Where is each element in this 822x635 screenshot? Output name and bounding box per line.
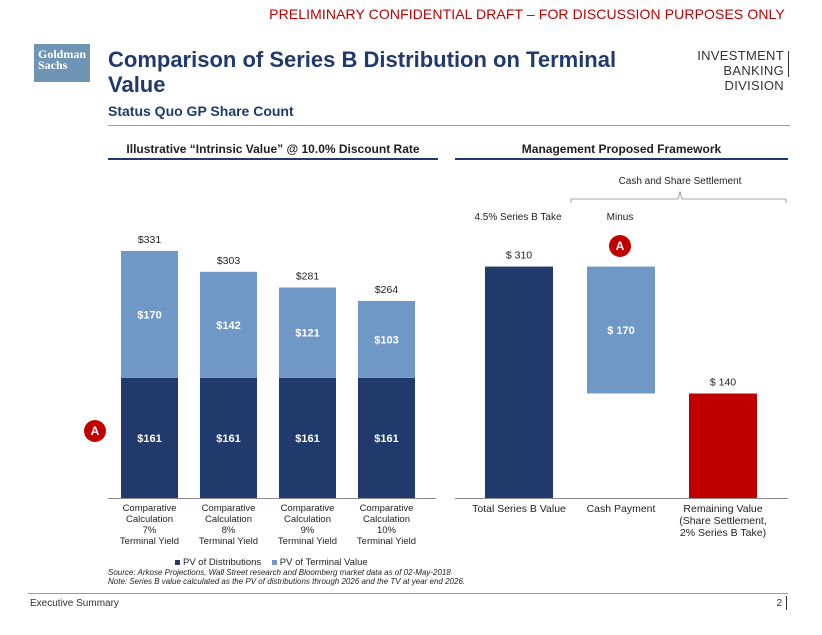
goldman-sachs-logo: Goldman Sachs — [34, 44, 90, 82]
division-label: INVESTMENT BANKING DIVISION — [648, 48, 784, 93]
bar-label-distributions: $161 — [137, 433, 161, 445]
methodology-note: Note: Series B value calculated as the P… — [108, 577, 466, 586]
x-tick-label-line: 9% — [301, 525, 315, 536]
x-tick-label-line: Cash Payment — [587, 503, 656, 515]
x-tick-label: Comparative Calculation 10% Terminal Yield — [357, 503, 416, 547]
title-rule — [108, 125, 790, 126]
source-note: Source: Arkose Projections, Wall Street … — [108, 568, 451, 577]
legend-swatch-dark — [175, 559, 180, 565]
footer-section-name: Executive Summary — [30, 598, 119, 609]
bar-label-terminal-value: $103 — [374, 334, 398, 346]
x-tick-label-line: Terminal Yield — [120, 536, 179, 547]
bar-total-label: $331 — [138, 234, 162, 246]
x-tick-label-line: Comparative — [202, 503, 256, 514]
footer-rule — [28, 593, 788, 594]
bar-label-terminal-value: $142 — [216, 320, 240, 332]
right-section-rule — [455, 158, 788, 160]
bar-segment-terminal-value — [121, 250, 178, 378]
bar-segment-terminal-value — [358, 300, 415, 378]
bar-label-terminal-value: $170 — [137, 309, 161, 321]
bar-total-label: $264 — [375, 284, 399, 296]
confidential-banner: PRELIMINARY CONFIDENTIAL DRAFT – FOR DIS… — [269, 6, 785, 22]
minus-label: Minus — [606, 212, 634, 223]
x-tick-label-line: Calculation — [205, 514, 252, 525]
legend-label-terminal-value: PV of Terminal Value — [279, 557, 368, 568]
callout-badge-left: A — [84, 420, 106, 442]
settlement-bracket — [570, 190, 787, 203]
x-tick-label-line: Terminal Yield — [278, 536, 337, 547]
division-line-1: INVESTMENT BANKING — [697, 48, 784, 78]
bar-total-label: $303 — [217, 255, 241, 267]
bar-label-distributions: $161 — [374, 433, 398, 445]
bar-label-terminal-value: $121 — [295, 328, 319, 340]
left-section-rule — [108, 158, 438, 160]
bar-label-distributions: $161 — [295, 433, 319, 445]
x-tick-label-line: Calculation — [363, 514, 410, 525]
bar-value-label: $ 170 — [607, 325, 635, 337]
x-tick-label: Cash Payment — [587, 503, 656, 515]
x-tick-label-line: 8% — [222, 525, 236, 536]
bar-label-distributions: $161 — [216, 433, 240, 445]
bar-value-label: $ 140 — [710, 376, 736, 388]
x-tick-label-line: Calculation — [126, 514, 173, 525]
bar-segment-distributions — [121, 377, 178, 498]
x-tick-label-line: Comparative — [123, 503, 177, 514]
x-tick-label-line: Terminal Yield — [357, 536, 416, 547]
x-tick-label-line: Remaining Value — [683, 503, 762, 515]
left-section-heading: Illustrative “Intrinsic Value” @ 10.0% D… — [126, 142, 420, 156]
bar-segment-terminal-value — [200, 271, 257, 378]
bar-value-label: $ 310 — [506, 250, 532, 262]
x-tick-label: Remaining Value (Share Settlement, 2% Seri… — [679, 503, 767, 539]
bracket-label: Cash and Share Settlement — [618, 176, 742, 187]
x-tick-label-line: Calculation — [284, 514, 331, 525]
page-number: 2 — [776, 598, 782, 609]
x-tick-label-line: 7% — [143, 525, 157, 536]
x-tick-label-line: (Share Settlement, — [679, 515, 767, 527]
legend-label-distributions: PV of Distributions — [183, 557, 262, 568]
right-section-heading: Management Proposed Framework — [521, 142, 722, 156]
x-tick-label: Comparative Calculation 7% Terminal Yield — [120, 503, 179, 547]
bar-total-label: $281 — [296, 270, 320, 282]
x-tick-label-line: Terminal Yield — [199, 536, 258, 547]
chart-legend: PV of Distributions PV of Terminal Value — [175, 557, 376, 568]
bar-segment-distributions — [279, 377, 336, 498]
x-tick-label: Comparative Calculation 8% Terminal Yield — [199, 503, 258, 547]
series-b-take-label: 4.5% Series B Take — [474, 212, 562, 223]
bar-segment-distributions — [358, 377, 415, 498]
x-tick-label-line: Comparative — [281, 503, 335, 514]
footnotes: Source: Arkose Projections, Wall Street … — [108, 568, 465, 586]
x-tick-label-line: Total Series B Value — [472, 503, 566, 515]
bar-segment-terminal-value — [279, 287, 336, 378]
legend-item-distributions: PV of Distributions — [175, 557, 261, 568]
x-tick-label-line: 10% — [377, 525, 397, 536]
x-tick-label-line: 2% Series B Take) — [680, 527, 766, 539]
logo-line-2: Sachs — [38, 58, 68, 72]
legend-swatch-light — [271, 559, 277, 565]
x-tick-label-line: Comparative — [360, 503, 414, 514]
bar-total-series-b-value — [485, 266, 553, 498]
page-number-divider — [786, 596, 787, 610]
logo-line-1: Goldman — [38, 47, 87, 61]
legend-item-terminal-value: PV of Terminal Value — [271, 557, 368, 568]
x-tick-label: Total Series B Value — [472, 503, 566, 515]
right-waterfall-chart: $ 310 Total Series B Value $ 170 Cash Payme… — [455, 250, 788, 539]
division-divider — [788, 51, 789, 77]
division-line-2: DIVISION — [724, 78, 784, 93]
callout-badge-right: A — [609, 235, 631, 257]
page-subtitle: Status Quo GP Share Count — [108, 103, 294, 119]
bar-cash-payment — [587, 266, 655, 394]
x-tick-label: Comparative Calculation 9% Terminal Yield — [278, 503, 337, 547]
bar-segment-distributions — [200, 377, 257, 498]
bar-remaining-value — [689, 393, 757, 498]
page-title: Comparison of Series B Distribution on T… — [108, 47, 617, 97]
